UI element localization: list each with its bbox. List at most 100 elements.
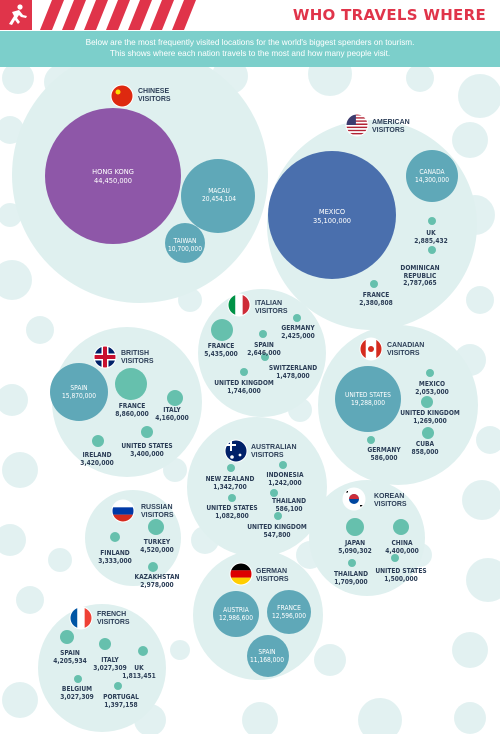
china-flag-icon [110,84,134,108]
data-label-france-3-line: BELGIUM [61,685,93,693]
group-title-canada: CANADIAN VISITORS [387,342,424,359]
data-label-russia-1-line: FINLAND [100,549,130,557]
data-label-canada-0-line: UNITED STATES [345,391,391,399]
data-label-canada-1-line: MEXICO [418,380,446,388]
data-bubble-usa-4 [370,280,378,288]
data-bubble-korea-1 [393,519,409,535]
data-label-australia-4: UNITED KINGDOM 547,800 [247,523,307,539]
data-bubble-usa-2 [428,217,436,225]
data-label-korea-2-line: 1,709,000 [334,577,368,586]
data-label-usa-4: FRANCE 2,380,808 [359,291,392,307]
data-label-uk-4: IRELAND 3,420,000 [80,451,113,467]
data-bubble-italy-4 [240,368,248,376]
data-bubble-russia-1 [110,532,120,542]
data-label-usa-3: DOMINICAN REPUBLIC 2,787,065 [400,264,439,288]
data-label-canada-3-line: GERMANY [367,446,401,454]
france-flag-icon [69,606,93,630]
data-label-italy-4-line: 1,746,000 [227,386,261,395]
data-label-canada-1-line: 2,053,000 [415,387,449,396]
decor-bubble [466,558,500,602]
data-bubble-canada-0 [335,366,401,432]
data-bubble-italy-1 [293,314,301,322]
data-bubble-canada-1 [426,369,434,377]
data-label-italy-1: GERMANY 2,425,000 [281,324,315,340]
group-title-line: AMERICAN [372,119,410,126]
data-label-uk-2-line: 4,160,000 [155,413,189,422]
data-label-germany-1-line: 12,596,000 [272,611,306,620]
group-bubble-2 [198,289,326,417]
decor-bubble [26,316,54,344]
data-label-australia-3: THAILAND 586,100 [272,497,306,513]
group-title-italy: ITALIAN VISITORS [255,300,288,317]
data-bubble-france-3 [74,675,82,683]
data-bubble-korea-2 [348,559,356,567]
group-title-line: VISITORS [256,576,289,584]
data-label-italy-2-line: SPAIN [254,341,274,349]
decor-bubble [0,260,32,300]
header-bar: WHO TRAVELS WHERE [0,0,500,30]
data-label-usa-2-line: UK [426,229,436,237]
data-bubble-france-0 [60,630,74,644]
data-bubble-russia-0 [148,519,164,535]
data-label-germany-0-line: AUSTRIA [223,606,249,614]
decor-bubble [454,702,486,734]
data-label-germany-2-line: 11,168,000 [250,655,284,664]
data-label-china-2: TAIWAN 10,700,000 [168,237,202,253]
data-label-italy-1-line: 2,425,000 [281,331,315,340]
data-label-china-2-line: TAIWAN [173,237,197,245]
decor-bubble [242,702,278,734]
data-label-russia-2-line: KAZAKHSTAN [134,573,180,581]
korea-flag-icon [342,487,366,511]
intro-banner: Below are the most frequently visited lo… [0,31,500,67]
data-bubble-france-2 [138,646,148,656]
decor-bubble [0,384,28,416]
data-label-china-0-line: 44,450,000 [93,175,133,185]
decor-bubble [0,203,22,227]
data-label-usa-0: MEXICO 35,100,000 [312,207,352,225]
data-bubble-italy-2 [259,330,267,338]
data-bubble-italy-3 [261,353,269,361]
data-label-france-0-line: SPAIN [60,649,80,657]
decor-bubble [2,62,34,94]
decor-bubble [170,640,190,660]
data-label-italy-0-line: FRANCE [207,342,235,350]
data-label-uk-2: ITALY 4,160,000 [155,406,189,422]
data-label-canada-2-line: UNITED KINGDOM [400,409,460,417]
data-label-korea-2: THAILAND 1,709,000 [334,570,368,586]
data-bubble-france-1 [99,638,111,650]
data-bubble-australia-3 [270,489,278,497]
group-bubble-7 [309,480,425,596]
data-label-australia-0: NEW ZEALAND 1,342,700 [206,475,255,491]
data-bubble-canada-2 [421,396,433,408]
group-title-uk: BRITISH VISITORS [121,350,154,367]
group-bubble-5 [187,417,327,557]
group-title-line: AUSTRALIAN [251,444,297,451]
data-label-uk-3: UNITED STATES 3,400,000 [121,442,172,458]
data-bubble-usa-1 [406,150,458,202]
australia-flag-icon [224,439,248,463]
data-bubble-france-4 [114,682,122,690]
data-bubble-australia-2 [228,494,236,502]
data-label-china-0: HONG KONG 44,450,000 [92,167,134,185]
header-stripes [0,0,196,30]
group-title-australia: AUSTRALIAN VISITORS [251,444,297,461]
group-title-line: VISITORS [255,308,288,316]
data-label-usa-2: UK 2,885,432 [414,229,448,245]
data-label-usa-0-line: 35,100,000 [312,215,352,225]
data-bubble-usa-0 [268,151,396,279]
data-label-usa-1-line: 14,300,000 [415,175,449,184]
data-label-canada-1: MEXICO 2,053,000 [415,380,449,396]
data-bubble-australia-1 [279,461,287,469]
group-bubble-3 [52,327,202,477]
data-label-usa-1: CANADA 14,300,000 [415,168,449,184]
data-label-germany-0-line: 12,986,600 [219,613,253,622]
data-label-italy-3-line: 1,478,000 [276,371,310,380]
italy-flag-icon [227,293,251,317]
data-label-germany-2: SPAIN 11,168,000 [250,648,284,664]
group-title-usa: AMERICAN VISITORS [372,119,410,136]
data-label-usa-2-line: 2,885,432 [414,236,448,245]
decor-bubble [476,426,500,454]
data-bubble-china-2 [165,223,205,263]
decor-bubble [0,524,26,556]
data-bubble-canada-4 [422,427,434,439]
